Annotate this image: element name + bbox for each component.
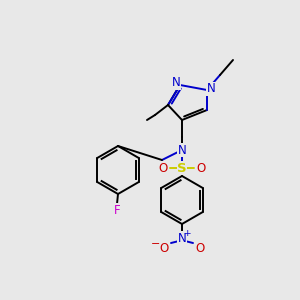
Text: O: O [158,161,168,175]
Text: O: O [159,242,169,256]
Text: N: N [178,232,186,244]
Text: N: N [207,82,215,95]
Text: N: N [172,76,180,89]
Text: −: − [151,239,161,249]
Text: S: S [177,161,187,175]
Text: N: N [178,143,186,157]
Text: O: O [195,242,205,256]
Text: F: F [114,203,120,217]
Text: +: + [183,230,191,238]
Text: O: O [196,161,206,175]
